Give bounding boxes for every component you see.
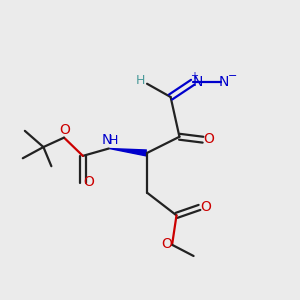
Text: N: N <box>193 75 203 89</box>
Text: N: N <box>219 75 230 89</box>
Text: N: N <box>101 133 112 147</box>
Text: O: O <box>161 237 172 251</box>
Text: H: H <box>136 74 145 87</box>
Text: +: + <box>190 71 198 81</box>
Text: O: O <box>203 132 214 146</box>
Text: O: O <box>59 123 70 137</box>
Text: −: − <box>228 71 237 81</box>
Text: O: O <box>200 200 211 214</box>
Text: O: O <box>83 176 94 189</box>
Polygon shape <box>110 148 146 156</box>
Text: H: H <box>109 134 118 147</box>
